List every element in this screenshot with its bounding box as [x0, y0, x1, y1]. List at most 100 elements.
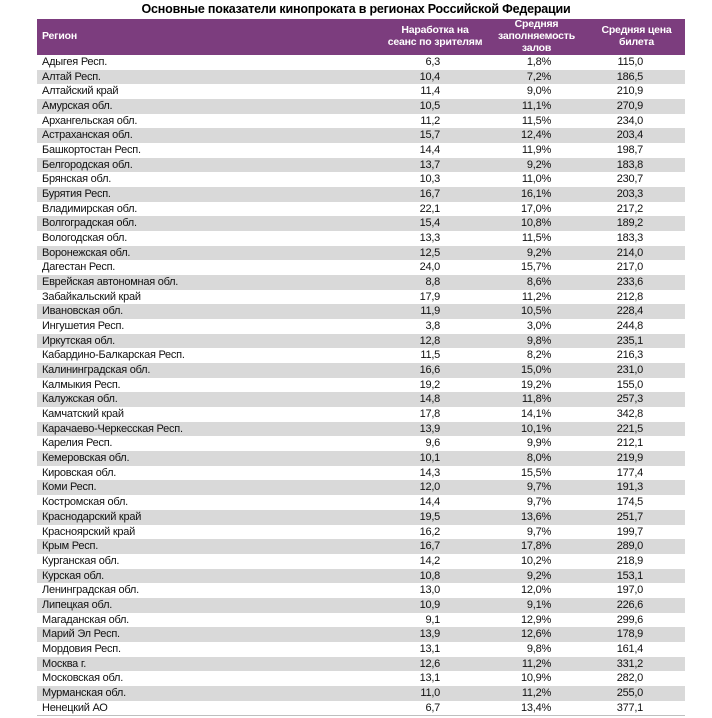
- per-session-cell: 15,4: [419, 217, 441, 230]
- column-header-ticket-price: Средняя цена билета: [588, 19, 685, 55]
- per-session-cell: 16,2: [419, 525, 441, 538]
- table-row: Камчатский край 17,8 14,1% 342,8: [37, 407, 685, 422]
- occupancy-cell: 9,2%: [526, 158, 551, 171]
- region-cell: Магаданская обл.: [42, 613, 129, 626]
- occupancy-cell: 9,7%: [526, 496, 551, 509]
- per-session-cell: 15,7: [419, 129, 441, 142]
- table-row: Дагестан Респ. 24,0 15,7% 217,0: [37, 260, 685, 275]
- per-session-cell: 10,3: [419, 173, 441, 186]
- ticket-price-cell: 191,3: [616, 481, 644, 494]
- table-row: Марий Эл Респ. 13,9 12,6% 178,9: [37, 627, 685, 642]
- occupancy-cell: 11,1%: [521, 100, 551, 113]
- table-row: Кемеровская обл. 10,1 8,0% 219,9: [37, 451, 685, 466]
- occupancy-cell: 12,6%: [521, 628, 551, 641]
- region-cell: Ивановская обл.: [42, 305, 123, 318]
- region-cell: Калининградская обл.: [42, 364, 151, 377]
- ticket-price-cell: 203,4: [616, 129, 644, 142]
- occupancy-cell: 11,5%: [521, 114, 551, 127]
- table-row: Калмыкия Респ. 19,2 19,2% 155,0: [37, 378, 685, 393]
- page-title: Основные показатели кинопроката в регион…: [141, 2, 571, 16]
- table-row: Белгородская обл. 13,7 9,2% 183,8: [37, 157, 685, 173]
- occupancy-cell: 12,9%: [521, 613, 551, 626]
- table-row: Мурманская обл. 11,0 11,2% 255,0: [37, 685, 685, 701]
- ticket-price-cell: 212,1: [616, 437, 644, 450]
- region-cell: Адыгея Респ.: [42, 56, 108, 68]
- ticket-price-cell: 183,3: [616, 232, 644, 245]
- ticket-price-cell: 255,0: [616, 686, 644, 699]
- occupancy-cell: 8,6%: [526, 276, 551, 289]
- per-session-cell: 13,9: [419, 628, 441, 641]
- table-row: Башкортостан Респ. 14,4 11,9% 198,7: [37, 143, 685, 158]
- region-cell: Белгородская обл.: [42, 158, 133, 171]
- region-cell: Еврейская автономная обл.: [42, 276, 179, 289]
- occupancy-cell: 14,1%: [521, 408, 551, 421]
- per-session-cell: 12,0: [419, 481, 441, 494]
- ticket-price-cell: 230,7: [616, 173, 644, 186]
- table-row: Забайкальский край 17,9 11,2% 212,8: [37, 290, 685, 305]
- occupancy-cell: 7,2%: [526, 70, 551, 83]
- occupancy-cell: 9,1%: [526, 598, 551, 611]
- table-row: Воронежская обл. 12,5 9,2% 214,0: [37, 245, 685, 261]
- table-row: Алтайский край 11,4 9,0% 210,9: [37, 84, 685, 99]
- region-cell: Вологодская обл.: [42, 232, 128, 245]
- per-session-cell: 14,8: [419, 393, 441, 406]
- per-session-cell: 10,5: [419, 100, 441, 113]
- region-cell: Кабардино-Балкарская Респ.: [42, 349, 185, 362]
- ticket-price-cell: 186,5: [616, 70, 644, 83]
- ticket-price-cell: 203,3: [616, 188, 644, 201]
- ticket-price-cell: 244,8: [616, 320, 644, 333]
- ticket-price-cell: 218,9: [616, 554, 644, 567]
- occupancy-cell: 10,9%: [521, 672, 551, 685]
- occupancy-cell: 9,9%: [526, 437, 551, 450]
- ticket-price-cell: 235,1: [616, 334, 644, 347]
- per-session-cell: 14,4: [419, 496, 441, 509]
- occupancy-cell: 13,6%: [521, 510, 551, 523]
- per-session-cell: 14,4: [419, 144, 441, 157]
- region-cell: Москва г.: [42, 657, 87, 670]
- occupancy-cell: 9,0%: [526, 85, 551, 98]
- per-session-cell: 13,7: [419, 158, 441, 171]
- region-cell: Бурятия Респ.: [42, 188, 111, 201]
- ticket-price-cell: 251,7: [616, 510, 644, 523]
- per-session-cell: 13,9: [419, 422, 441, 435]
- per-session-cell: 14,2: [419, 554, 441, 567]
- occupancy-cell: 9,2%: [526, 569, 551, 582]
- per-session-cell: 11,0: [420, 686, 440, 699]
- ticket-price-cell: 178,9: [616, 628, 644, 641]
- per-session-cell: 11,5: [420, 349, 440, 362]
- column-header-region: Регион: [37, 19, 385, 55]
- ticket-price-cell: 299,6: [616, 613, 644, 626]
- region-cell: Владимирская обл.: [42, 202, 138, 215]
- table-row: Бурятия Респ. 16,7 16,1% 203,3: [37, 187, 685, 202]
- region-cell: Коми Респ.: [42, 481, 97, 494]
- occupancy-cell: 11,9%: [521, 144, 551, 157]
- region-cell: Башкортостан Респ.: [42, 144, 141, 157]
- ticket-price-cell: 174,5: [616, 496, 644, 509]
- region-cell: Брянская обл.: [42, 173, 112, 186]
- ticket-price-cell: 228,4: [616, 305, 644, 318]
- table-row: Ивановская обл. 11,9 10,5% 228,4: [37, 304, 685, 320]
- table-row: Адыгея Респ. 6,3 1,8% 115,0: [37, 55, 685, 70]
- table-row: Карелия Респ. 9,6 9,9% 212,1: [37, 436, 685, 451]
- occupancy-cell: 15,5%: [521, 466, 551, 479]
- per-session-cell: 16,7: [419, 188, 441, 201]
- table-row: Владимирская обл. 22,1 17,0% 217,2: [37, 202, 685, 217]
- region-cell: Иркутская обл.: [42, 334, 115, 347]
- ticket-price-cell: 115,0: [617, 56, 644, 68]
- ticket-price-cell: 270,9: [616, 100, 644, 113]
- per-session-cell: 13,3: [419, 232, 441, 245]
- per-session-cell: 17,9: [419, 290, 441, 303]
- occupancy-cell: 8,0%: [526, 452, 551, 465]
- per-session-cell: 11,2: [420, 114, 440, 127]
- occupancy-cell: 11,2%: [521, 657, 551, 670]
- table-row: Москва г. 12,6 11,2% 331,2: [37, 656, 685, 672]
- table-row: Магаданская обл. 9,1 12,9% 299,6: [37, 613, 685, 628]
- ticket-price-cell: 217,2: [616, 202, 644, 215]
- occupancy-cell: 10,5%: [521, 305, 551, 318]
- per-session-cell: 13,1: [419, 642, 441, 655]
- table-row: Архангельская обл. 11,2 11,5% 234,0: [37, 114, 685, 129]
- occupancy-cell: 11,8%: [521, 393, 551, 406]
- table-row: Краснодарский край 19,5 13,6% 251,7: [37, 509, 685, 525]
- region-cell: Кемеровская обл.: [42, 452, 130, 465]
- table-row: Мордовия Респ. 13,1 9,8% 161,4: [37, 642, 685, 657]
